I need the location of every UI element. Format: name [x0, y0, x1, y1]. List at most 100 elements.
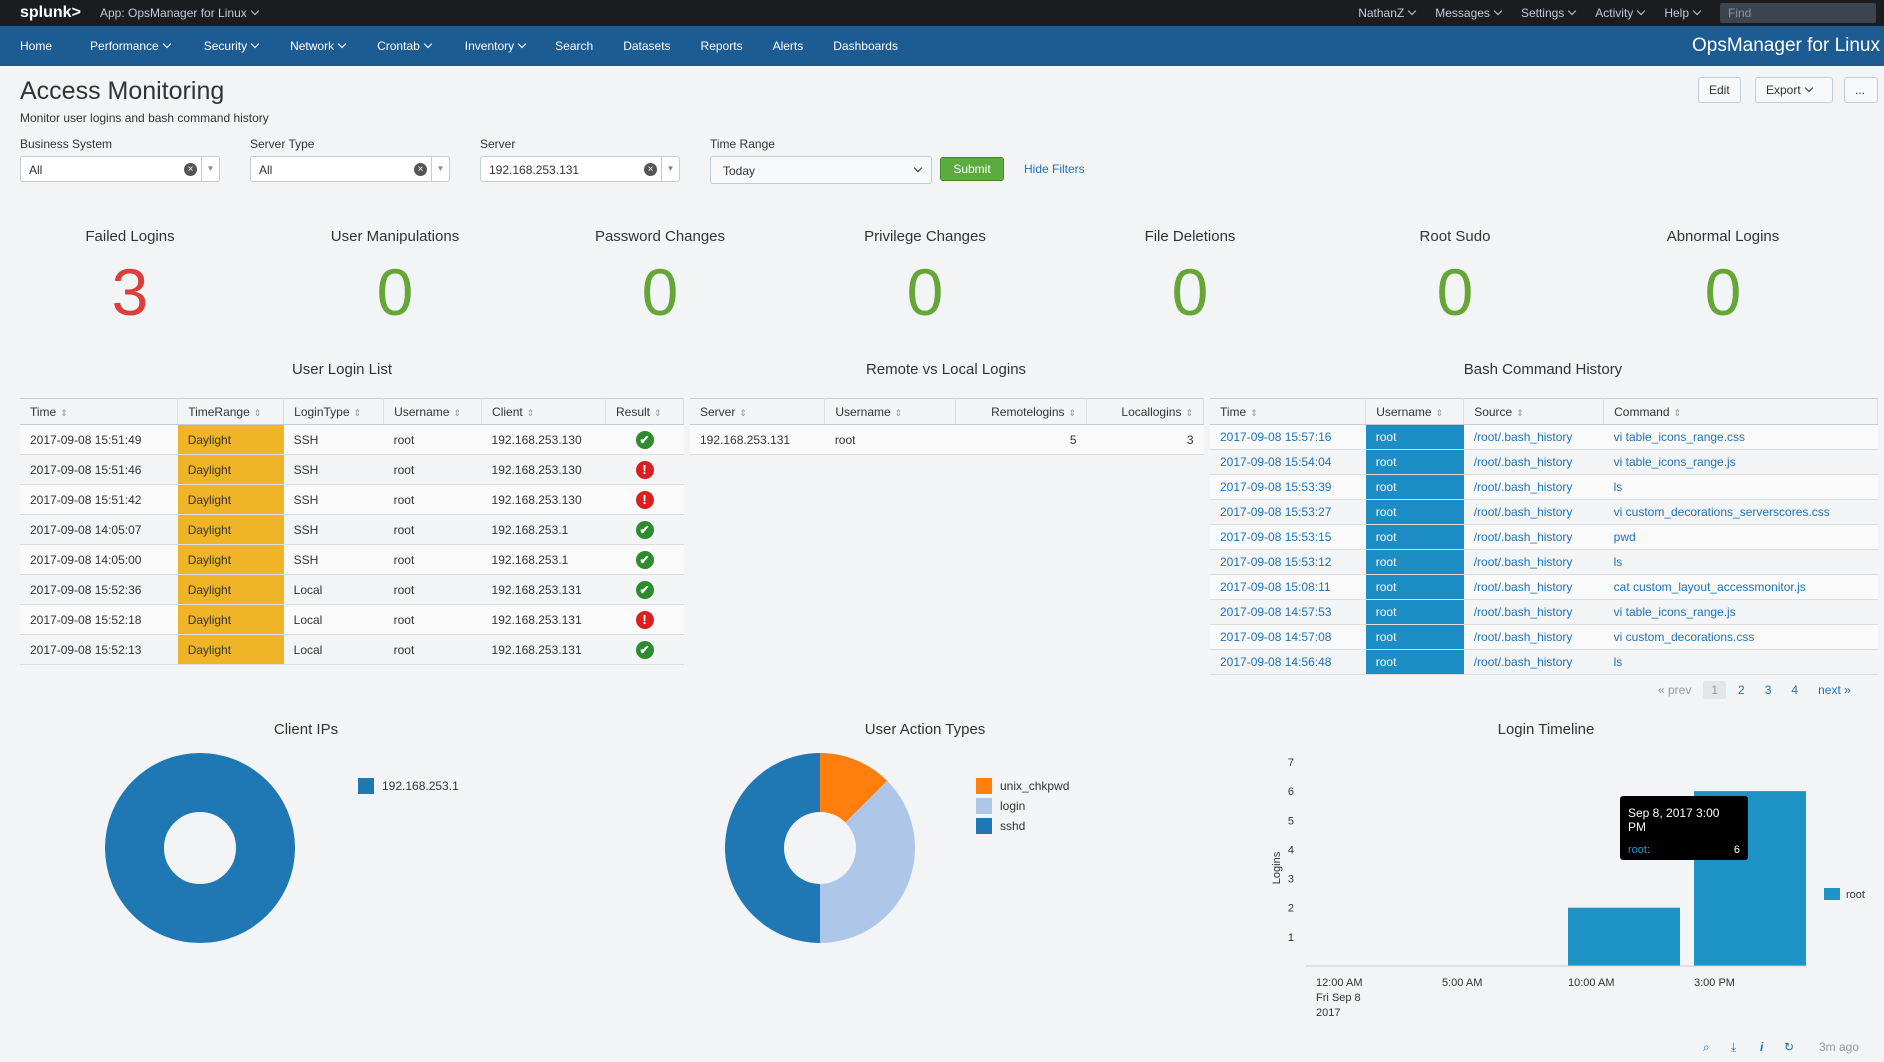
legend-swatch[interactable]: [1824, 888, 1840, 900]
clear-icon[interactable]: ×: [644, 163, 657, 176]
single-value-number[interactable]: 0: [906, 255, 944, 329]
single-value-number[interactable]: 3: [111, 255, 149, 329]
bar-root[interactable]: [1568, 907, 1680, 966]
cell-username[interactable]: root: [1365, 449, 1464, 475]
table-row[interactable]: 2017-09-08 15:52:36 Daylight Local root 192.…: [20, 574, 684, 605]
nav-datasets[interactable]: Datasets: [623, 39, 671, 53]
cell-username[interactable]: root: [1365, 549, 1464, 575]
cell-command[interactable]: cat custom_layout_accessmonitor.js: [1603, 574, 1878, 600]
column-header[interactable]: Command: [1603, 398, 1878, 425]
cell-source[interactable]: /root/.bash_history: [1463, 524, 1604, 550]
table-row[interactable]: 2017-09-08 15:51:49 Daylight SSH root 192.16…: [20, 424, 684, 455]
table-row[interactable]: 2017-09-08 15:57:16 root/root/.bash_histo…: [1210, 424, 1878, 450]
cell-time[interactable]: 2017-09-08 14:57:53: [1210, 599, 1366, 625]
pager-page-4[interactable]: 4: [1791, 683, 1799, 697]
table-row[interactable]: 2017-09-08 15:54:04 root/root/.bash_histo…: [1210, 449, 1878, 475]
cell-command[interactable]: vi table_icons_range.css: [1603, 424, 1878, 450]
table-row[interactable]: 2017-09-08 14:05:07 Daylight SSH root 192.16…: [20, 514, 684, 545]
nav-search[interactable]: Search: [555, 39, 594, 53]
cell-time[interactable]: 2017-09-08 14:56:48: [1210, 649, 1366, 675]
legend-item[interactable]: 192.168.253.1: [358, 776, 459, 796]
table-row[interactable]: 2017-09-08 15:53:39 root/root/.bash_histo…: [1210, 474, 1878, 500]
table-row[interactable]: 2017-09-08 15:51:46 Daylight SSH root 192.16…: [20, 454, 684, 485]
cell-command[interactable]: ls: [1603, 474, 1878, 500]
submit-button[interactable]: Submit: [940, 157, 1004, 181]
single-value-number[interactable]: 0: [1171, 255, 1209, 329]
splunk-logo[interactable]: splunk>: [20, 4, 81, 21]
table-row[interactable]: 2017-09-08 15:52:18 Daylight Local root 192.…: [20, 604, 684, 635]
column-header[interactable]: Remotelogins: [955, 398, 1088, 425]
cell-time[interactable]: 2017-09-08 15:53:12: [1210, 549, 1366, 575]
clear-icon[interactable]: ×: [414, 163, 427, 176]
dropdown-icon[interactable]: ▼: [661, 157, 679, 181]
business-system-select[interactable]: All × ▼: [20, 156, 220, 182]
nav-inventory[interactable]: Inventory: [465, 39, 525, 53]
cell-command[interactable]: vi custom_decorations_serverscores.css: [1603, 499, 1878, 525]
edit-button[interactable]: Edit: [1698, 77, 1741, 103]
legend-item[interactable]: sshd: [976, 816, 1069, 836]
table-row[interactable]: 2017-09-08 14:57:08 root/root/.bash_histo…: [1210, 624, 1878, 650]
single-value-number[interactable]: 0: [1436, 255, 1474, 329]
search-icon[interactable]: ⌕: [1703, 1040, 1710, 1054]
nav-alerts[interactable]: Alerts: [772, 39, 804, 53]
cell-username[interactable]: root: [1365, 424, 1464, 450]
cell-username[interactable]: root: [1365, 499, 1464, 525]
table-row[interactable]: 2017-09-08 14:56:48 root/root/.bash_histo…: [1210, 649, 1878, 675]
server-select[interactable]: 192.168.253.131 × ▼: [480, 156, 680, 182]
cell-username[interactable]: root: [1365, 524, 1464, 550]
table-row[interactable]: 2017-09-08 14:57:53 root/root/.bash_histo…: [1210, 599, 1878, 625]
cell-username[interactable]: root: [1365, 624, 1464, 650]
nav-home[interactable]: Home: [20, 39, 53, 53]
cell-time[interactable]: 2017-09-08 15:53:15: [1210, 524, 1366, 550]
column-header[interactable]: TimeRange: [177, 398, 285, 425]
nav-network[interactable]: Network: [290, 39, 345, 53]
column-header[interactable]: Username: [1365, 398, 1465, 425]
download-icon[interactable]: ⤓: [1731, 1040, 1737, 1054]
column-header[interactable]: Source: [1463, 398, 1605, 425]
table-row[interactable]: 2017-09-08 15:53:15 root/root/.bash_histo…: [1210, 524, 1878, 550]
cell-source[interactable]: /root/.bash_history: [1463, 474, 1604, 500]
find-input[interactable]: Find: [1720, 3, 1876, 23]
messages-menu[interactable]: Messages: [1435, 6, 1501, 20]
table-row[interactable]: 2017-09-08 15:51:42 Daylight SSH root 192.16…: [20, 484, 684, 515]
cell-source[interactable]: /root/.bash_history: [1463, 599, 1604, 625]
pager-next[interactable]: next »: [1818, 683, 1851, 697]
cell-time[interactable]: 2017-09-08 15:08:11: [1210, 574, 1366, 600]
cell-command[interactable]: vi table_icons_range.js: [1603, 449, 1878, 475]
info-icon[interactable]: i: [1760, 1040, 1764, 1054]
cell-source[interactable]: /root/.bash_history: [1463, 549, 1604, 575]
settings-menu[interactable]: Settings: [1521, 6, 1575, 20]
column-header[interactable]: Client: [481, 398, 606, 425]
column-header[interactable]: Time: [20, 398, 179, 425]
cell-source[interactable]: /root/.bash_history: [1463, 424, 1604, 450]
single-value-number[interactable]: 0: [1704, 255, 1742, 329]
single-value-number[interactable]: 0: [376, 255, 414, 329]
clear-icon[interactable]: ×: [184, 163, 197, 176]
cell-command[interactable]: pwd: [1603, 524, 1878, 550]
server-type-select[interactable]: All × ▼: [250, 156, 450, 182]
cell-command[interactable]: ls: [1603, 549, 1878, 575]
cell-time[interactable]: 2017-09-08 15:57:16: [1210, 424, 1366, 450]
time-range-picker[interactable]: Today: [710, 156, 932, 184]
cell-username[interactable]: root: [1365, 574, 1464, 600]
column-header[interactable]: Time: [1210, 398, 1367, 425]
cell-source[interactable]: /root/.bash_history: [1463, 574, 1604, 600]
single-value-number[interactable]: 0: [641, 255, 679, 329]
pager-page-2[interactable]: 2: [1738, 683, 1745, 697]
cell-command[interactable]: vi table_icons_range.js: [1603, 599, 1878, 625]
nav-dashboards[interactable]: Dashboards: [833, 39, 898, 53]
refresh-icon[interactable]: ↻: [1784, 1040, 1795, 1054]
pager-page-3[interactable]: 3: [1764, 683, 1772, 697]
cell-time[interactable]: 2017-09-08 14:57:08: [1210, 624, 1366, 650]
column-header[interactable]: Username: [824, 398, 957, 425]
legend-label[interactable]: root: [1846, 889, 1865, 901]
cell-time[interactable]: 2017-09-08 15:53:39: [1210, 474, 1366, 500]
nav-security[interactable]: Security: [204, 39, 258, 53]
activity-menu[interactable]: Activity: [1595, 6, 1644, 20]
cell-username[interactable]: root: [1365, 474, 1464, 500]
hide-filters-link[interactable]: Hide Filters: [1024, 162, 1085, 176]
cell-source[interactable]: /root/.bash_history: [1463, 499, 1604, 525]
cell-source[interactable]: /root/.bash_history: [1463, 624, 1604, 650]
cell-username[interactable]: root: [1365, 599, 1464, 625]
table-row[interactable]: 2017-09-08 15:53:12 root/root/.bash_histo…: [1210, 549, 1878, 575]
